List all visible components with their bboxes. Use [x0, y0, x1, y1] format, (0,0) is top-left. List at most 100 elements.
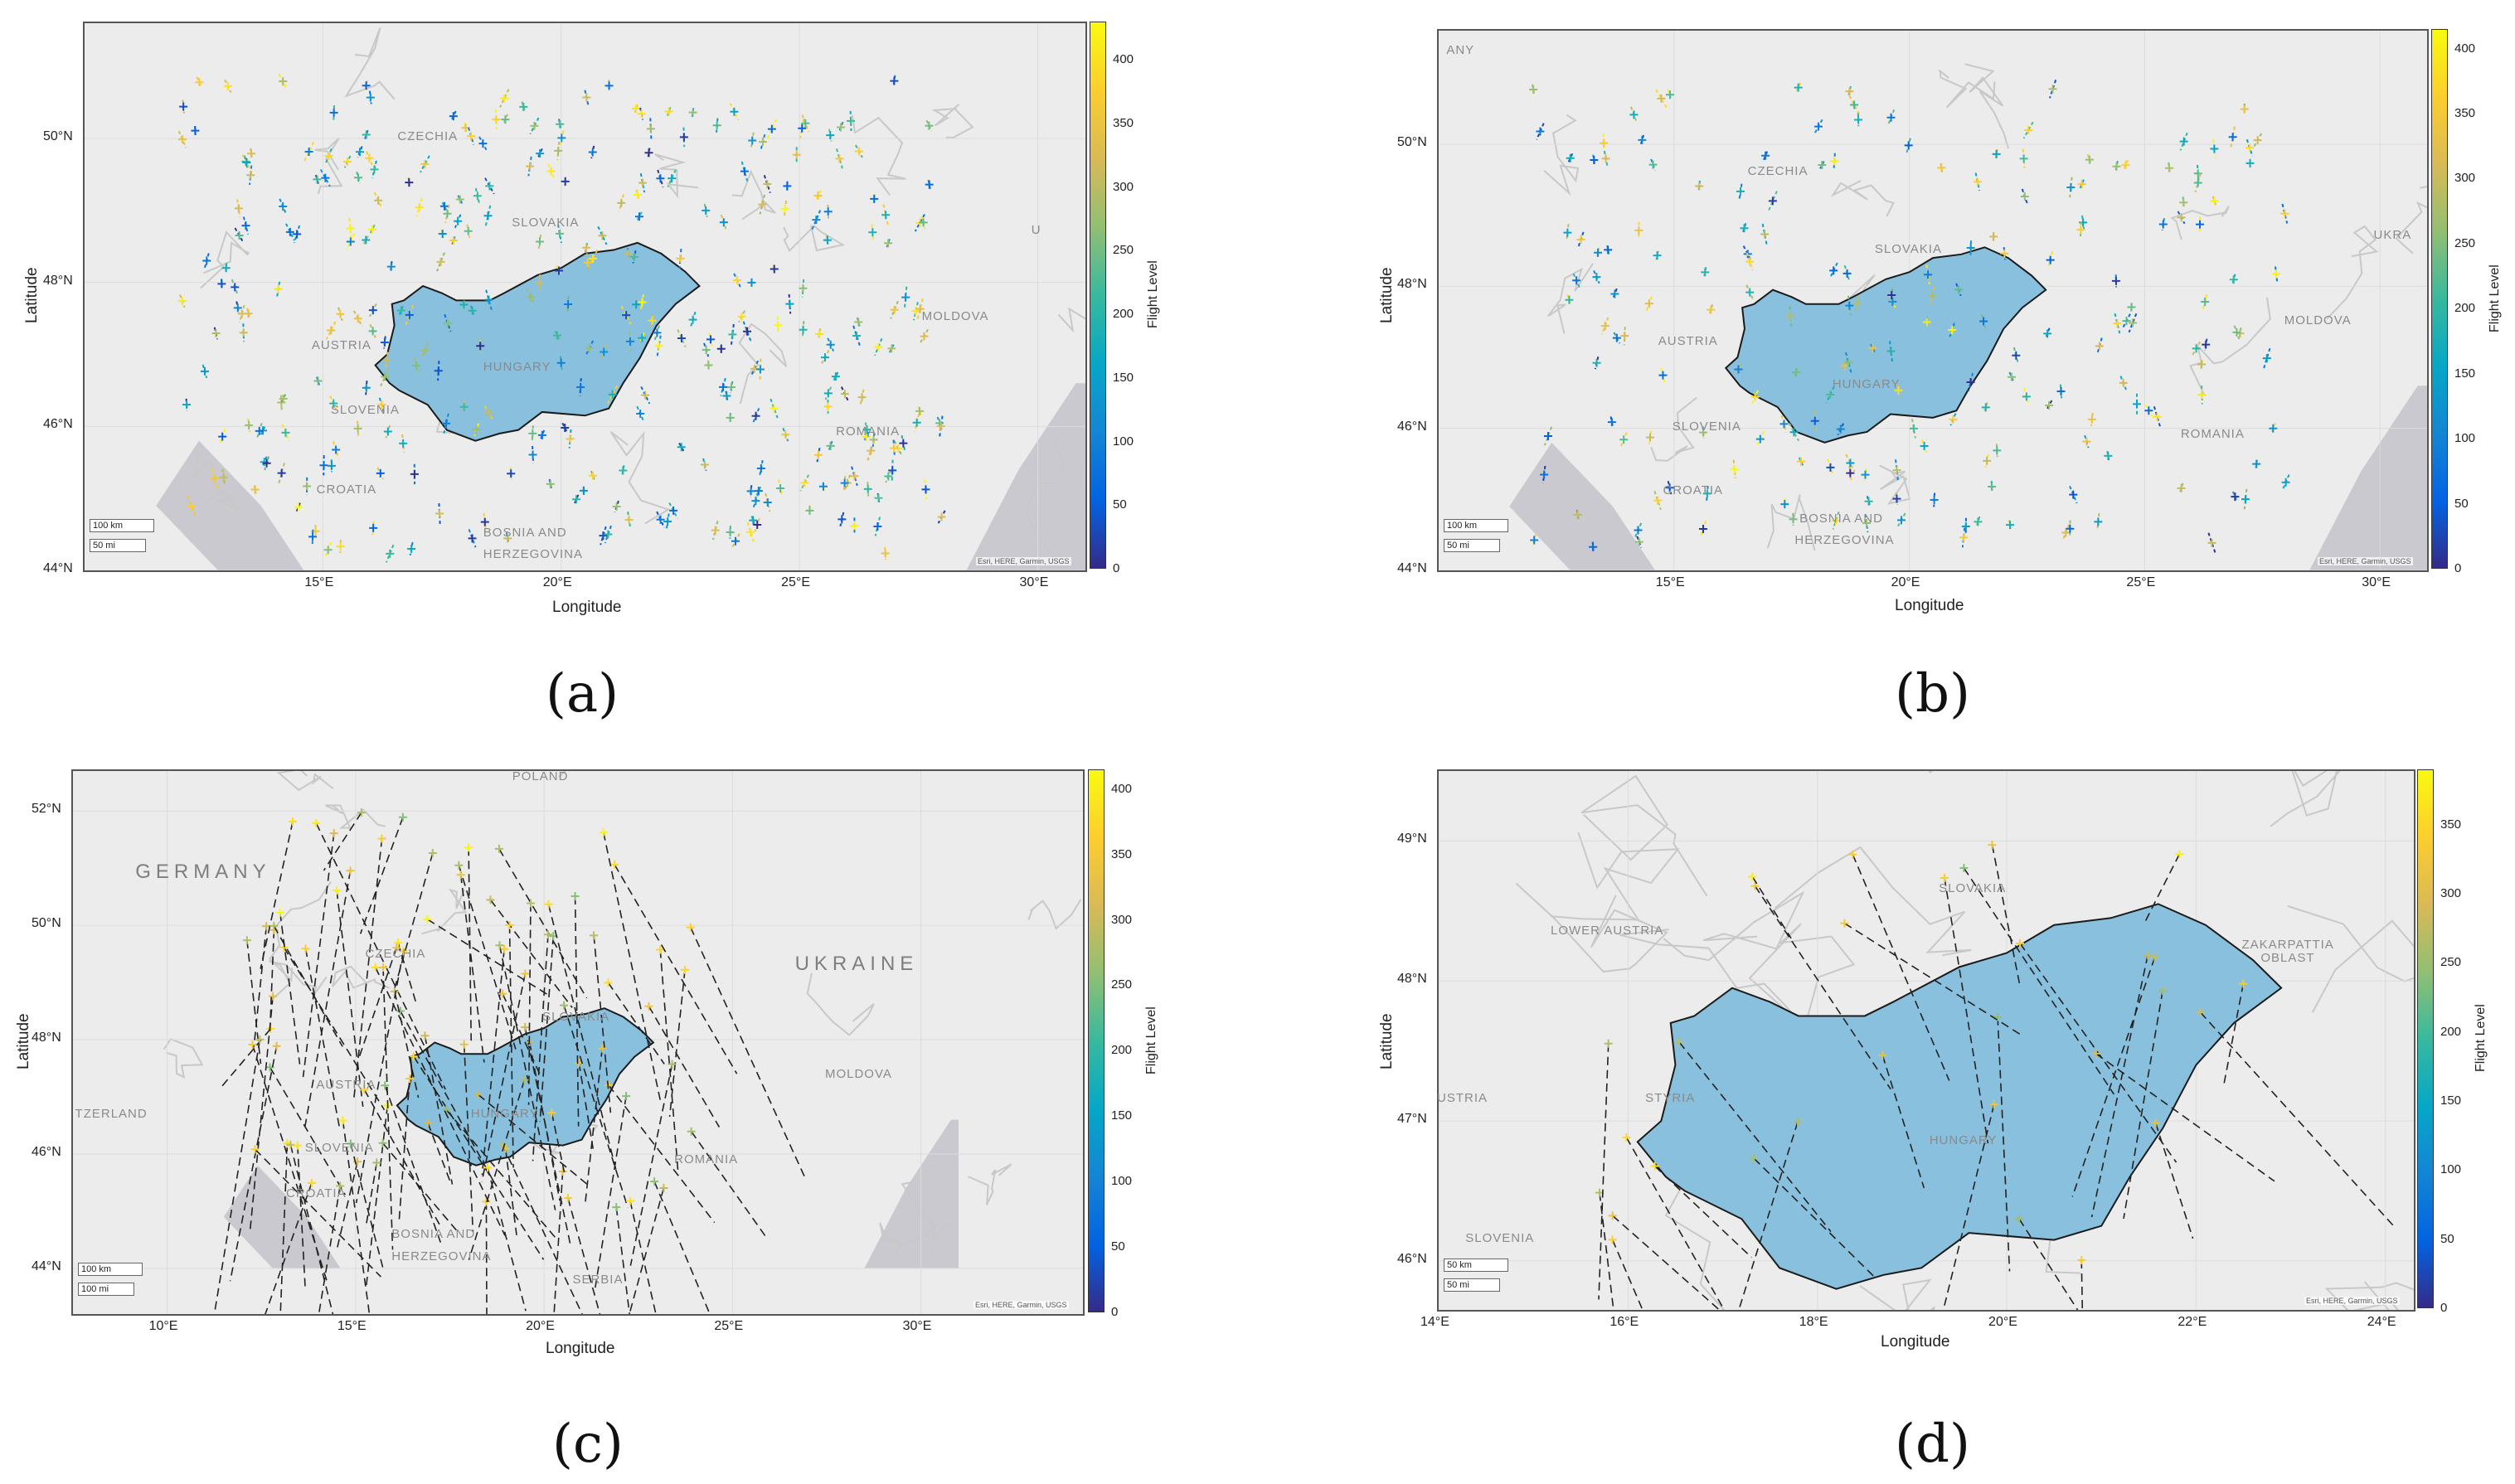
flight-track — [326, 321, 337, 340]
flight-marker — [598, 231, 607, 240]
place-label: MOLDOVA — [824, 1066, 892, 1081]
flight-track — [2179, 132, 2188, 151]
flight-marker — [449, 235, 458, 245]
colorbar-tick-label: 0 — [1113, 561, 1120, 575]
scale-bar-km: 100 km — [90, 519, 154, 532]
flight-track — [547, 904, 618, 1172]
flight-marker — [1896, 516, 1906, 525]
flight-track — [537, 148, 543, 159]
flight-marker — [177, 297, 187, 306]
place-label: SLOVENIA — [304, 1141, 374, 1156]
flight-marker — [634, 212, 643, 221]
black-sea — [966, 383, 1085, 570]
colorbar-title: Flight Level — [2488, 264, 2502, 332]
flight-marker — [1780, 500, 1789, 509]
flight-marker — [560, 1001, 569, 1010]
flight-marker — [528, 450, 537, 459]
flight-marker — [1730, 464, 1739, 473]
flight-track — [615, 1206, 630, 1314]
map-axes[interactable] — [83, 22, 1087, 572]
flight-marker — [1868, 343, 1877, 352]
flight-marker — [293, 230, 302, 239]
flight-marker — [336, 309, 345, 318]
flight-marker — [546, 479, 555, 488]
place-label: HUNGARY — [483, 360, 551, 375]
flight-track — [2045, 400, 2053, 411]
flight-marker — [774, 321, 783, 330]
flight-marker — [2280, 209, 2289, 218]
flight-marker — [235, 231, 244, 240]
adriatic-sea — [223, 1165, 341, 1268]
flight-track — [914, 214, 925, 232]
flight-marker — [313, 376, 323, 386]
flight-marker — [746, 487, 755, 496]
flight-marker — [234, 204, 243, 213]
flight-track — [2071, 957, 2156, 1197]
flight-marker — [686, 923, 695, 932]
flight-marker — [731, 536, 740, 546]
flight-marker — [668, 174, 677, 183]
flight-track — [303, 871, 352, 1128]
flight-marker — [275, 908, 284, 917]
place-label: ZAKARPATTIA — [2241, 937, 2334, 952]
flight-marker — [604, 81, 614, 90]
flight-marker — [467, 132, 476, 141]
flight-track — [720, 377, 726, 396]
flight-marker — [1864, 497, 1873, 506]
flight-marker — [368, 306, 377, 315]
flight-track — [260, 821, 294, 969]
flight-marker — [1600, 322, 1610, 331]
flight-marker — [1745, 288, 1755, 297]
flight-marker — [588, 471, 597, 480]
flight-marker — [711, 526, 720, 535]
colorbar-tick-label: 300 — [1113, 179, 1134, 194]
place-label: OBLAST — [2260, 951, 2315, 966]
flight-marker — [632, 104, 641, 113]
flight-marker — [730, 107, 739, 116]
flight-marker — [480, 517, 489, 526]
flight-marker — [1566, 153, 1575, 162]
map-canvas — [1439, 31, 2427, 570]
flight-marker — [1826, 463, 1835, 472]
flight-marker — [634, 190, 643, 199]
colorbar-tick-label: 250 — [1111, 977, 1133, 992]
colorbar-tick-label: 200 — [1111, 1043, 1133, 1058]
place-label: AUSTRIA — [1658, 334, 1718, 349]
map-axes[interactable] — [1437, 769, 2415, 1312]
flight-track — [648, 1006, 721, 1128]
flight-marker — [1993, 1012, 2003, 1021]
map-axes[interactable] — [1437, 29, 2429, 572]
flight-track — [283, 947, 386, 1111]
map-axes[interactable] — [71, 769, 1085, 1316]
flight-marker — [2007, 372, 2016, 381]
flight-marker — [653, 328, 662, 337]
flight-marker — [535, 279, 544, 288]
flight-track — [245, 308, 251, 320]
flight-track — [590, 470, 595, 481]
y-tick-label: 46°N — [1397, 419, 1427, 434]
flight-marker — [679, 133, 688, 142]
flight-marker — [179, 102, 188, 111]
flight-marker — [2085, 155, 2094, 164]
flight-marker — [884, 472, 893, 481]
flight-track — [336, 890, 364, 1107]
flight-marker — [381, 372, 390, 381]
flight-track — [1991, 844, 2021, 987]
flight-marker — [1988, 483, 1997, 492]
flight-track — [527, 903, 532, 1105]
colorbar — [1090, 22, 1106, 569]
flight-marker — [1937, 163, 1946, 172]
flight-marker — [420, 346, 429, 355]
place-label: HUNGARY — [1832, 376, 1901, 391]
flight-marker — [464, 843, 473, 852]
flight-marker — [700, 460, 709, 469]
flight-marker — [728, 330, 737, 339]
x-axis-label: Longitude — [1881, 1333, 1950, 1351]
flight-marker — [2144, 951, 2153, 960]
flight-track — [285, 223, 295, 241]
flight-marker — [1983, 456, 1992, 465]
flight-marker — [1826, 390, 1835, 400]
place-label: UKRAINE — [794, 952, 919, 975]
flight-track — [457, 195, 464, 204]
flight-marker — [248, 1040, 257, 1049]
